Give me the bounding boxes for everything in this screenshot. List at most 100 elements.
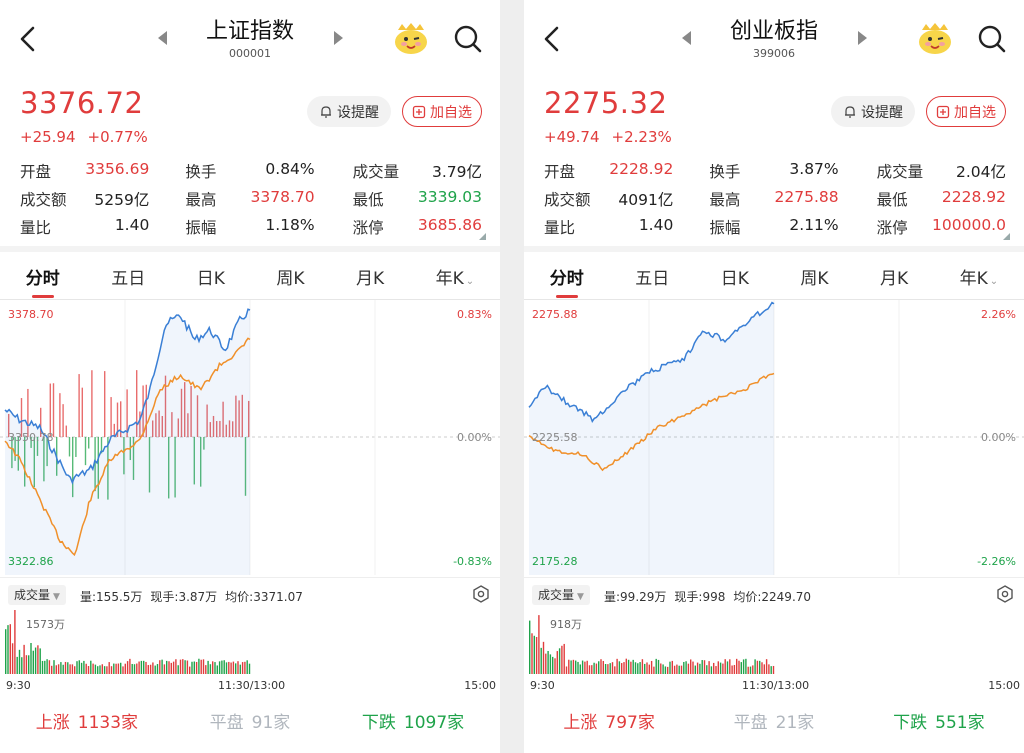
expand-corner-icon[interactable] [1003,233,1010,240]
volume-header: 成交量 ▼ 量:155.5万 现手:3.87万 均价:3371.07 [0,577,500,609]
avg-price-line [528,372,775,472]
breadth-bar [107,437,109,500]
tab-daily-k[interactable]: 日K [720,269,749,289]
tab-daily-k[interactable]: 日K [196,269,225,289]
tab-yearly-k[interactable]: 年K ⌄ [960,260,999,294]
volume-indicator-select[interactable]: 成交量 ▼ [8,585,66,605]
mascot-icon[interactable] [916,22,954,56]
falling-count[interactable]: 下跌 1097家 [362,708,464,740]
next-index-icon[interactable] [334,31,343,45]
volume-bar [710,666,713,674]
volume-bar [678,665,680,674]
stat-limit-up: 涨停 100000.0 [877,216,1006,238]
falling-count[interactable]: 下跌 551家 [893,708,984,740]
volume-bar [621,663,623,674]
volume-bar [172,661,175,674]
volume-now: 现手:3.87万 [150,590,218,604]
gear-icon[interactable] [472,585,490,603]
search-icon[interactable] [453,24,483,54]
mascot-icon[interactable] [392,22,430,56]
panel-chinext-index: 创业板指 399006 2275.32 +49.74 +2.23% 设提醒 加自选… [524,0,1024,753]
volume-bar [540,647,542,674]
stat-value: 5259亿 [94,191,150,209]
volume-bar [731,665,733,674]
volume-bar [692,661,694,674]
volume-bar [680,665,683,674]
tab-monthly-k[interactable]: 月K [879,269,909,289]
volume-qty: 量:155.5万 [80,590,143,604]
price-change: +25.94 +0.77% [20,128,148,146]
volume-bar [90,660,92,674]
tab-monthly-k[interactable]: 月K [355,269,385,289]
breadth-bar [62,404,64,437]
rising-count[interactable]: 上涨 797家 [563,708,654,740]
breadth-bar [168,437,170,499]
volume-bar [759,660,761,674]
volume-bar [588,665,591,674]
add-watchlist-button[interactable]: 加自选 [926,96,1006,127]
breadth-bar [52,383,55,437]
breadth-bar [238,400,240,437]
chevron-down-icon: ⌄ [989,276,999,287]
set-alert-button[interactable]: 设提醒 [831,96,915,127]
volume-bar [228,661,230,674]
breadth-bar [184,382,186,437]
volume-bar [55,665,57,674]
breadth-bar [75,437,77,457]
gear-icon[interactable] [996,585,1014,603]
expand-corner-icon[interactable] [479,233,486,240]
breadth-bar [158,410,160,437]
rising-label: 上涨 [563,713,598,733]
volume-bar [641,659,644,674]
tab-five-day[interactable]: 五日 [635,269,670,289]
tab-yearly-k[interactable]: 年K ⌄ [436,260,475,294]
tab-five-day[interactable]: 五日 [111,269,146,289]
stat-label: 最高 [709,191,741,209]
period-tabs: 分时 五日 日K 周K 月K 年K ⌄ [524,260,1024,298]
back-arrow-icon[interactable] [538,24,566,54]
stat-value: 3.87% [789,160,839,178]
volume-bar [646,662,648,674]
stats-grid: 开盘 3356.69 换手 0.84% 成交量 3.79亿 成交额 5259亿 最高 33… [20,157,482,241]
tab-intraday[interactable]: 分时 [550,260,584,298]
search-icon[interactable] [977,24,1007,54]
stat-amount: 成交额 4091亿 [544,188,673,210]
volume-bar [579,664,581,674]
add-watchlist-label: 加自选 [430,104,472,121]
add-watchlist-button[interactable]: 加自选 [402,96,482,127]
tab-weekly-k[interactable]: 周K [800,269,829,289]
time-noon-label: 11:30/13:00 [742,679,810,692]
volume-bar [145,661,147,674]
high-price-label: 3378.70 [8,308,54,321]
time-close-label: 15:00 [988,679,1020,692]
next-index-icon[interactable] [858,31,867,45]
volume-bar [602,660,604,674]
volume-bar [657,659,660,674]
stat-label: 成交额 [544,191,591,209]
tab-underline [524,299,1024,300]
rising-count[interactable]: 上涨 1133家 [36,708,138,740]
tab-intraday[interactable]: 分时 [26,260,60,298]
back-arrow-icon[interactable] [14,24,42,54]
flat-count[interactable]: 平盘 91家 [210,708,291,740]
volume-bars [5,610,251,674]
prev-index-icon[interactable] [682,31,691,45]
breadth-bar [123,437,125,475]
prev-index-icon[interactable] [158,31,167,45]
intraday-chart[interactable]: 3378.70 3350.78 3322.86 0.83% 0.00% -0.8… [0,300,500,575]
intraday-chart[interactable]: 2275.88 2225.58 2175.28 2.26% 0.00% -2.2… [524,300,1024,575]
volume-bar [538,615,540,674]
volume-bar [21,657,23,674]
volume-bar [575,660,577,674]
volume-bar [46,659,48,674]
stat-amount: 成交额 5259亿 [20,188,149,210]
flat-label: 平盘 [733,713,768,733]
flat-count[interactable]: 平盘 21家 [734,708,815,740]
flat-value: 91家 [251,713,291,733]
volume-bar [719,662,722,674]
volume-indicator-select[interactable]: 成交量 ▼ [532,585,590,605]
tab-weekly-k[interactable]: 周K [276,269,305,289]
set-alert-button[interactable]: 设提醒 [307,96,391,127]
volume-bar [662,664,664,674]
volume-bar [600,659,602,674]
